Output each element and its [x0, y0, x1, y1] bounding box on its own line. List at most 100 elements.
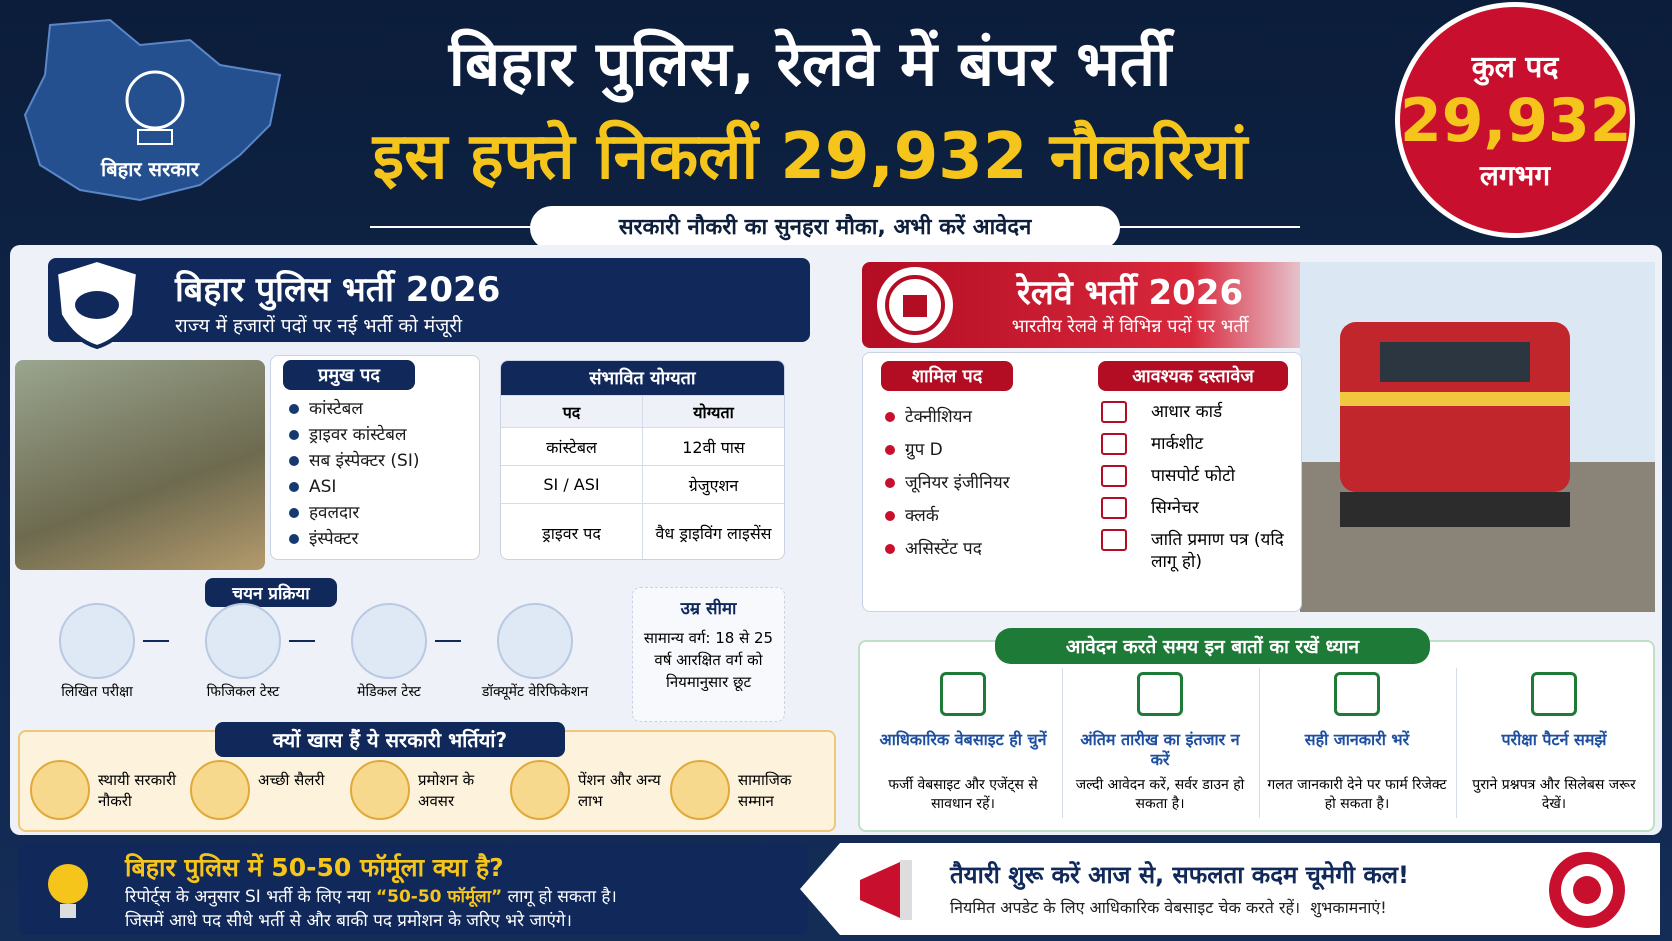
- benefit-label: सामाजिक सम्मान: [738, 771, 792, 810]
- doc-icon: [1101, 465, 1127, 487]
- step-icon: [497, 603, 573, 679]
- logo-label: बिहार सरकार: [101, 157, 199, 181]
- formula-line2: जिसमें आधे पद सीधे भर्ती से और बाकी पद प…: [125, 911, 572, 931]
- table-row: कांस्टेबल 12वी पास: [501, 427, 784, 465]
- badge-bottom: लगभग: [1479, 159, 1551, 192]
- rail-post-item: असिस्टेंट पद: [885, 533, 1010, 566]
- police-icon: [53, 257, 141, 350]
- doc-label: मार्कशीट: [1151, 434, 1204, 454]
- doc-item: सिग्नेचर: [1101, 497, 1301, 519]
- post-item: हवलदार: [289, 500, 479, 526]
- age-text: सामान्य वर्ग: 18 से 25 वर्ष आरक्षित वर्ग…: [643, 629, 774, 691]
- formula-box: [18, 843, 808, 935]
- railway-lists-box: शामिल पद टेक्नीशियन ग्रुप D जूनियर इंजीनिय…: [862, 352, 1302, 612]
- divider: [1062, 668, 1063, 818]
- cta-text: नियमित अपडेट के लिए आधिकारिक वेबसाइट चेक…: [950, 898, 1387, 917]
- posts-heading: प्रमुख पद: [283, 360, 415, 390]
- table-cell: वैध ड्राइविंग लाइसेंस: [642, 504, 784, 559]
- target-icon: [1549, 852, 1625, 928]
- table-cell: ड्राइवर पद: [542, 523, 601, 543]
- doc-label: पासपोर्ट फोटो: [1151, 466, 1236, 486]
- post-item: ड्राइवर कांस्टेबल: [289, 422, 479, 448]
- table-cell: 12वी पास: [642, 428, 784, 465]
- doc-item: जाति प्रमाण पत्र (यदि लागू हो): [1101, 529, 1301, 573]
- rail-posts-heading: शामिल पद: [881, 361, 1013, 391]
- step-label: लिखित परीक्षा: [61, 684, 133, 700]
- cta-title: तैयारी शुरू करें आज से, सफलता कदम चूमेगी…: [950, 861, 1409, 889]
- rail-post-item: टेक्नीशियन: [885, 401, 1010, 434]
- step-icon: [351, 603, 427, 679]
- benefit-icon: [510, 760, 570, 820]
- badge-top: कुल पद: [1471, 50, 1559, 85]
- tips-box: [858, 640, 1655, 832]
- divider: [1456, 668, 1457, 818]
- doc-icon: [1101, 433, 1127, 455]
- post-item: सब इंस्पेक्टर (SI): [289, 448, 479, 474]
- benefit-label: स्थायी सरकारी नौकरी: [98, 771, 177, 810]
- benefit-icon: [30, 760, 90, 820]
- benefit-label: पेंशन और अन्य लाभ: [578, 771, 661, 810]
- doc-item: पासपोर्ट फोटो: [1101, 465, 1301, 487]
- tip-text: गलत जानकारी देने पर फार्म रिजेक्ट हो सकत…: [1267, 777, 1447, 812]
- table-header: पद: [562, 402, 581, 422]
- cta-box: [800, 843, 1660, 935]
- total-badge: कुल पद 29,932 लगभग: [1395, 2, 1635, 238]
- tip-icon: [1334, 672, 1380, 716]
- step-label: फिजिकल टेस्ट: [206, 684, 280, 700]
- tip-text: फर्जी वेबसाइट और एजेंट्स से सावधान रहें।: [888, 777, 1038, 812]
- step-label: डॉक्यूमेंट वेरिफिकेशन: [481, 684, 589, 700]
- divider: [1259, 668, 1260, 818]
- police-posts-box: प्रमुख पद कांस्टेबल ड्राइवर कांस्टेबल सब इ…: [270, 355, 480, 560]
- doc-icon: [1101, 401, 1127, 423]
- badge-number: 29,932: [1400, 86, 1632, 156]
- rail-post-item: ग्रुप D: [885, 434, 1010, 467]
- railway-subtitle: भारतीय रेलवे में विभिन्न पदों पर भर्ती: [1011, 316, 1249, 337]
- benefit-icon: [190, 760, 250, 820]
- table-row: SI / ASI ग्रेजुएशन: [501, 465, 784, 503]
- table-cell: ग्रेजुएशन: [642, 466, 784, 503]
- table-header: योग्यता: [642, 396, 784, 427]
- tip-icon: [1531, 672, 1577, 716]
- docs-heading: आवश्यक दस्तावेज: [1098, 361, 1288, 391]
- formula-highlight: “50-50 फॉर्मूला”: [375, 887, 503, 907]
- tip-title: आधिकारिक वेबसाइट ही चुनें: [879, 730, 1047, 749]
- tip-title: परीक्षा पैटर्न समझें: [1501, 730, 1607, 749]
- arrow: [143, 640, 169, 642]
- step-icon: [205, 603, 281, 679]
- tip-icon: [1137, 672, 1183, 716]
- arrow: [435, 640, 461, 642]
- step-label: मेडिकल टेस्ट: [357, 684, 421, 700]
- why-heading: क्यों खास हैं ये सरकारी भर्तियां?: [215, 722, 565, 757]
- police-title: बिहार पुलिस भर्ती 2026: [175, 270, 501, 310]
- benefit-icon: [670, 760, 730, 820]
- police-photo: [15, 360, 265, 570]
- eligibility-table: संभावित योग्यता पद योग्यता कांस्टेबल 12वी प…: [500, 360, 785, 560]
- doc-item: आधार कार्ड: [1101, 401, 1301, 423]
- arrow: [289, 640, 315, 642]
- subtitle: सरकारी नौकरी का सुनहरा मौका, अभी करें आव…: [530, 206, 1120, 250]
- age-box: उम्र सीमा सामान्य वर्ग: 18 से 25 वर्ष आर…: [632, 587, 785, 722]
- title-line1: बिहार पुलिस, रेलवे में बंपर भर्ती: [448, 27, 1172, 100]
- table-row: ड्राइवर पद वैध ड्राइविंग लाइसेंस: [501, 503, 784, 559]
- table-cell: कांस्टेबल: [546, 437, 597, 457]
- tip-title: सही जानकारी भरें: [1304, 730, 1410, 749]
- rail-post-item: क्लर्क: [885, 500, 1010, 533]
- tip-icon: [940, 672, 986, 716]
- post-item: ASI: [289, 474, 479, 500]
- doc-icon: [1101, 497, 1127, 519]
- doc-icon: [1101, 529, 1127, 551]
- railway-title: रेलवे भर्ती 2026: [1016, 273, 1244, 313]
- benefit-label: प्रमोशन के अवसर: [418, 771, 475, 810]
- title-line2: इस हफ्ते निकलीं 29,932 नौकरियां: [372, 120, 1248, 194]
- table-row: पद योग्यता: [501, 395, 784, 427]
- megaphone-icon: [860, 860, 912, 920]
- post-item: कांस्टेबल: [289, 396, 479, 422]
- bihar-map: [23, 18, 282, 202]
- bulb-icon: [48, 864, 88, 918]
- table-cell: SI / ASI: [543, 475, 600, 494]
- formula-title: बिहार पुलिस में 50-50 फॉर्मूला क्या है?: [125, 853, 504, 882]
- formula-line1: रिपोर्ट्स के अनुसार SI भर्ती के लिए नया …: [125, 884, 617, 907]
- tips-heading: आवेदन करते समय इन बातों का रखें ध्यान: [995, 628, 1430, 664]
- doc-item: मार्कशीट: [1101, 433, 1301, 455]
